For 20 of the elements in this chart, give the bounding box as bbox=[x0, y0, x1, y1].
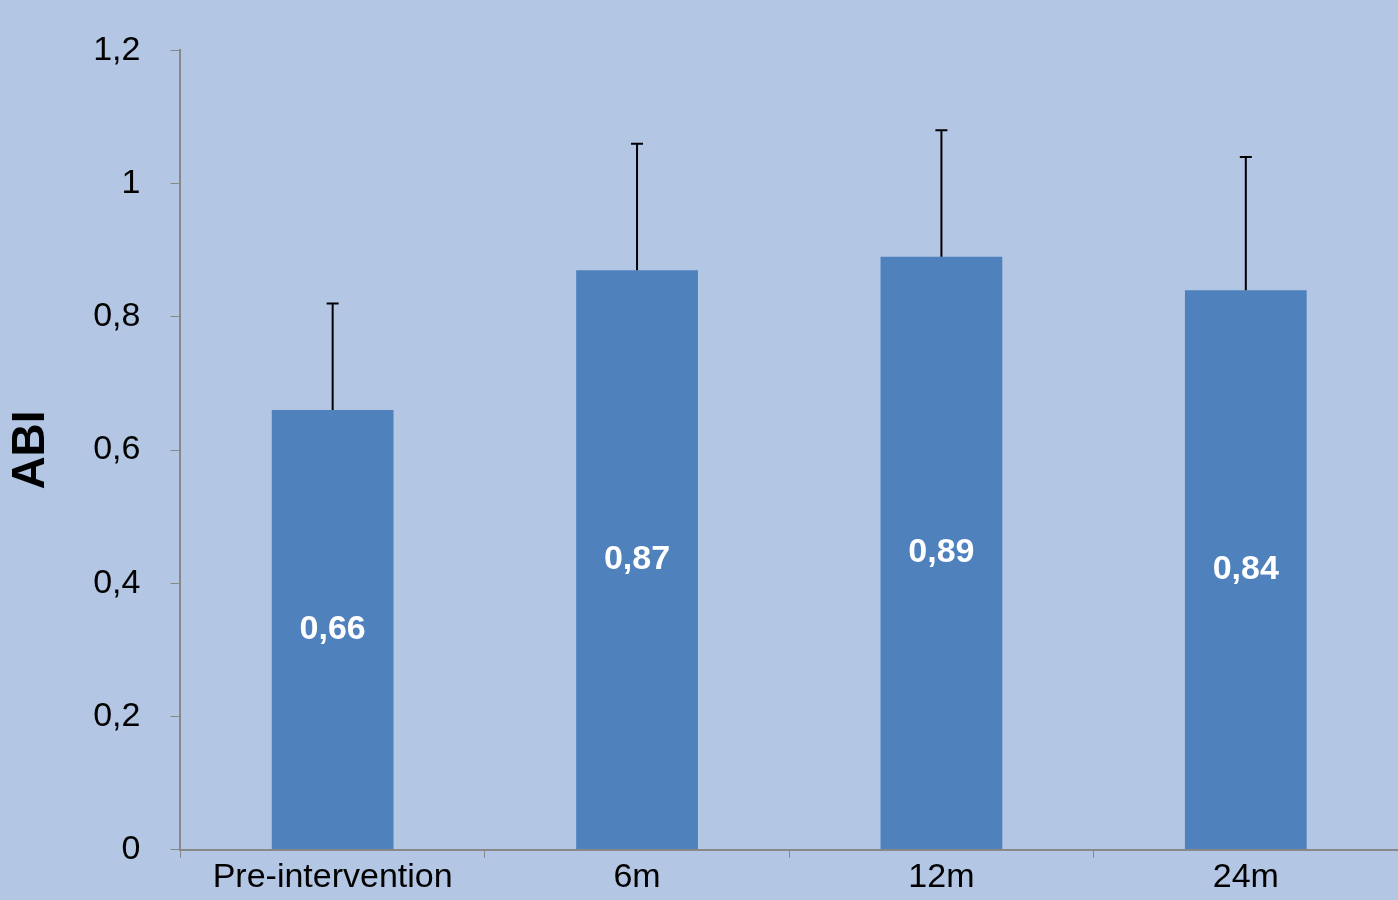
data-label: 0,87 bbox=[603, 538, 671, 577]
x-tick-label: 6m bbox=[613, 856, 661, 895]
y-tick-label: 0,8 bbox=[93, 295, 141, 334]
y-tick-label: 0 bbox=[121, 827, 141, 866]
data-label: 0,84 bbox=[1212, 548, 1279, 587]
x-tick-label: 24m bbox=[1212, 856, 1279, 895]
y-tick-label: 0,2 bbox=[93, 694, 141, 733]
data-label: 0,89 bbox=[908, 531, 975, 570]
bar bbox=[880, 256, 1003, 850]
data-label: 0,66 bbox=[299, 607, 366, 646]
y-axis-title: ABI bbox=[2, 410, 55, 490]
y-tick-label: 1 bbox=[121, 161, 141, 200]
y-tick-label: 0,6 bbox=[93, 428, 141, 467]
y-tick-label: 0,4 bbox=[93, 561, 141, 600]
bar bbox=[576, 270, 698, 850]
x-tick-label: 12m bbox=[908, 856, 975, 895]
x-tick-label: Pre-intervention bbox=[212, 856, 453, 895]
bar bbox=[271, 410, 394, 850]
y-tick-label: 1,2 bbox=[93, 28, 141, 67]
bar bbox=[1184, 290, 1307, 850]
